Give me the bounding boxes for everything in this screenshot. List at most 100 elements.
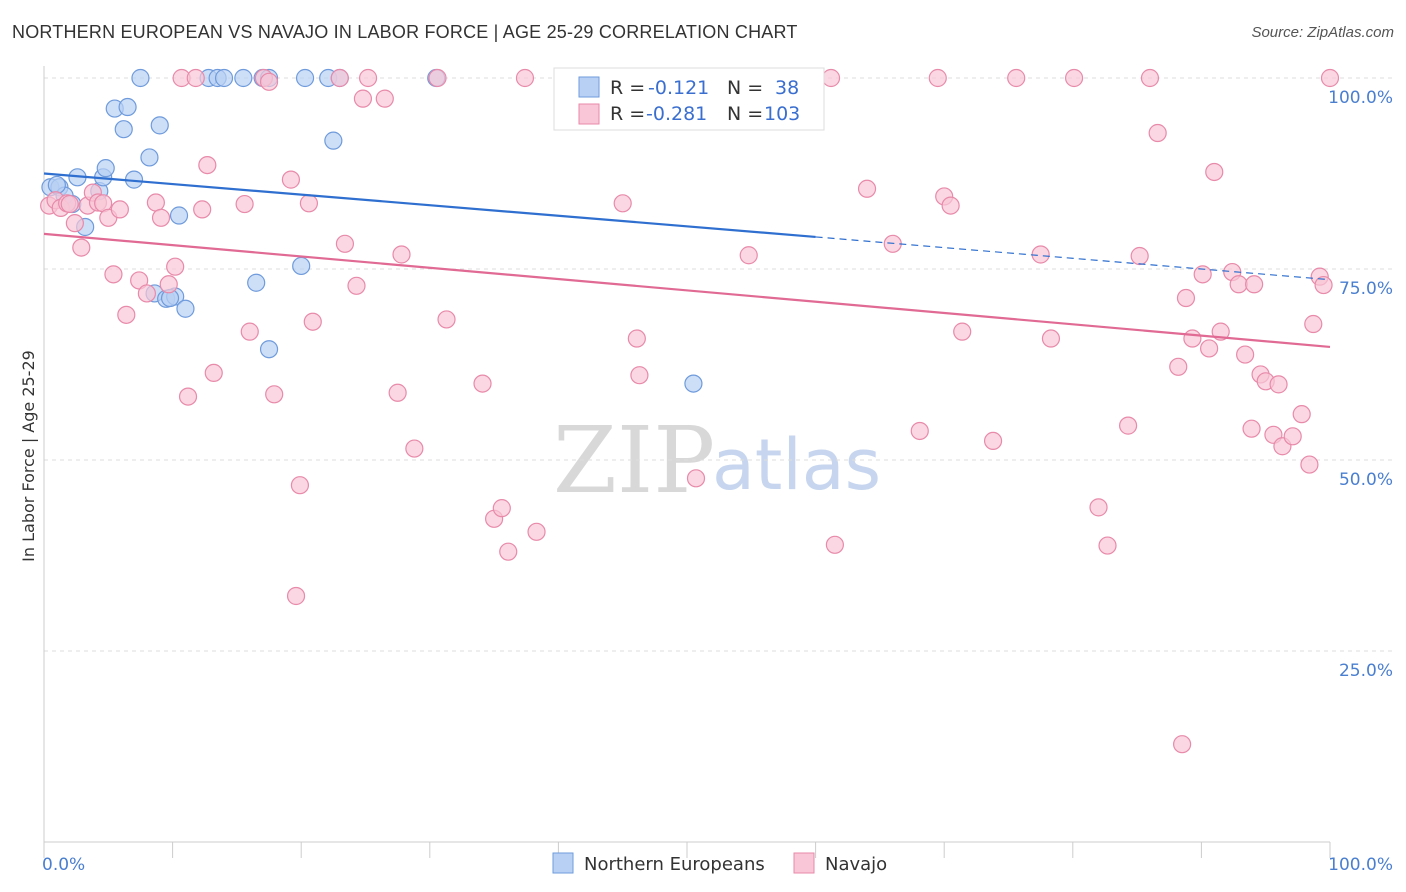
data-point xyxy=(235,194,254,214)
data-point xyxy=(473,374,492,393)
data-point xyxy=(198,155,217,175)
data-point xyxy=(104,265,123,284)
bottom-legend-swatch-navajo xyxy=(793,852,815,874)
data-point xyxy=(303,312,322,331)
data-point xyxy=(1205,162,1224,182)
watermark-atlas: atlas xyxy=(712,424,881,506)
data-point xyxy=(684,374,703,393)
data-point xyxy=(118,97,137,117)
data-point xyxy=(1200,339,1219,358)
data-point xyxy=(114,120,133,139)
data-point xyxy=(146,193,165,212)
legend-r-value-2: -0.281 xyxy=(646,103,707,125)
data-point xyxy=(137,284,156,303)
data-point xyxy=(428,68,447,88)
y-tick-label-3: 25.0% xyxy=(1339,661,1393,681)
trend-line-1 xyxy=(43,232,1331,349)
data-point xyxy=(1064,68,1084,88)
data-point xyxy=(1320,68,1340,88)
x-tick-label-min: 0.0% xyxy=(42,855,85,875)
x-axis-ticks xyxy=(43,842,1331,858)
data-point xyxy=(290,476,310,495)
data-point xyxy=(910,421,929,441)
y-tick-label-1: 75.0% xyxy=(1339,279,1393,299)
data-point xyxy=(492,499,511,518)
data-point xyxy=(178,387,198,406)
data-point xyxy=(47,175,66,195)
data-point xyxy=(515,68,535,88)
data-point xyxy=(347,276,366,295)
legend-n-label-2: N = xyxy=(727,103,763,125)
gridlines xyxy=(44,77,1392,652)
data-point xyxy=(953,322,972,341)
data-point xyxy=(825,535,844,554)
data-point xyxy=(1130,246,1149,266)
legend-r-label-2: R = xyxy=(610,103,645,125)
data-point xyxy=(1269,375,1288,394)
data-point xyxy=(1089,498,1108,517)
data-point xyxy=(259,340,279,359)
data-point xyxy=(299,194,319,213)
data-point xyxy=(193,200,212,219)
data-point xyxy=(1193,265,1212,284)
data-point xyxy=(169,206,189,225)
data-point xyxy=(131,68,150,88)
data-point xyxy=(247,273,266,292)
data-point xyxy=(1236,345,1255,364)
data-point xyxy=(234,68,253,88)
data-point xyxy=(1245,275,1264,294)
data-point xyxy=(117,305,136,324)
data-point xyxy=(151,208,171,227)
data-point xyxy=(941,196,960,215)
data-point xyxy=(1292,405,1311,424)
legend-r-label-1: R = xyxy=(610,77,645,99)
data-point xyxy=(176,299,195,318)
data-point xyxy=(1140,68,1160,88)
bottom-legend-label-northern-europeans: Northern Europeans xyxy=(584,854,765,875)
legend-n-value-2: 103 xyxy=(764,103,800,125)
series-navajo xyxy=(40,68,1340,754)
data-point xyxy=(1031,245,1050,264)
data-point xyxy=(96,159,115,178)
data-point xyxy=(295,68,315,88)
data-point xyxy=(1283,427,1302,446)
stats-legend: R = -0.121 N = 38 R = -0.281 N = 103 xyxy=(553,67,825,131)
data-point xyxy=(72,238,91,257)
data-point xyxy=(1007,68,1026,88)
data-point xyxy=(437,310,456,329)
data-point xyxy=(928,68,947,88)
y-tick-label-2: 50.0% xyxy=(1339,470,1393,490)
data-point xyxy=(1242,419,1261,438)
watermark-zip: ZIP xyxy=(553,407,715,514)
legend-swatch-northern-europeans xyxy=(578,76,600,98)
data-point xyxy=(405,439,424,458)
data-point xyxy=(821,68,841,88)
data-point xyxy=(1300,455,1319,474)
data-point xyxy=(335,234,355,253)
data-point xyxy=(1041,329,1061,348)
data-point xyxy=(259,72,279,91)
data-point xyxy=(627,329,646,348)
data-point xyxy=(166,257,185,276)
data-point xyxy=(392,245,411,264)
data-point xyxy=(110,200,129,219)
data-point xyxy=(140,148,159,167)
data-point xyxy=(186,68,205,88)
series-points xyxy=(40,68,1340,754)
legend-r-value-1: -0.121 xyxy=(648,77,709,99)
y-axis-tick-labels: 100.0% 75.0% 50.0% 25.0% xyxy=(1328,88,1393,681)
legend-n-value-1: 38 xyxy=(775,77,799,99)
data-point xyxy=(613,194,632,213)
data-point xyxy=(375,89,394,108)
data-point xyxy=(281,170,301,189)
data-point xyxy=(739,246,758,265)
y-axis-label: In Labor Force | Age 25-29 xyxy=(19,350,38,562)
data-point xyxy=(265,385,284,404)
data-point xyxy=(1229,275,1248,294)
trend-line-0 xyxy=(43,172,816,239)
trend-lines xyxy=(43,172,1331,349)
data-point xyxy=(499,542,518,561)
data-point xyxy=(240,322,259,341)
legend-n-label-1: N = xyxy=(727,77,763,99)
